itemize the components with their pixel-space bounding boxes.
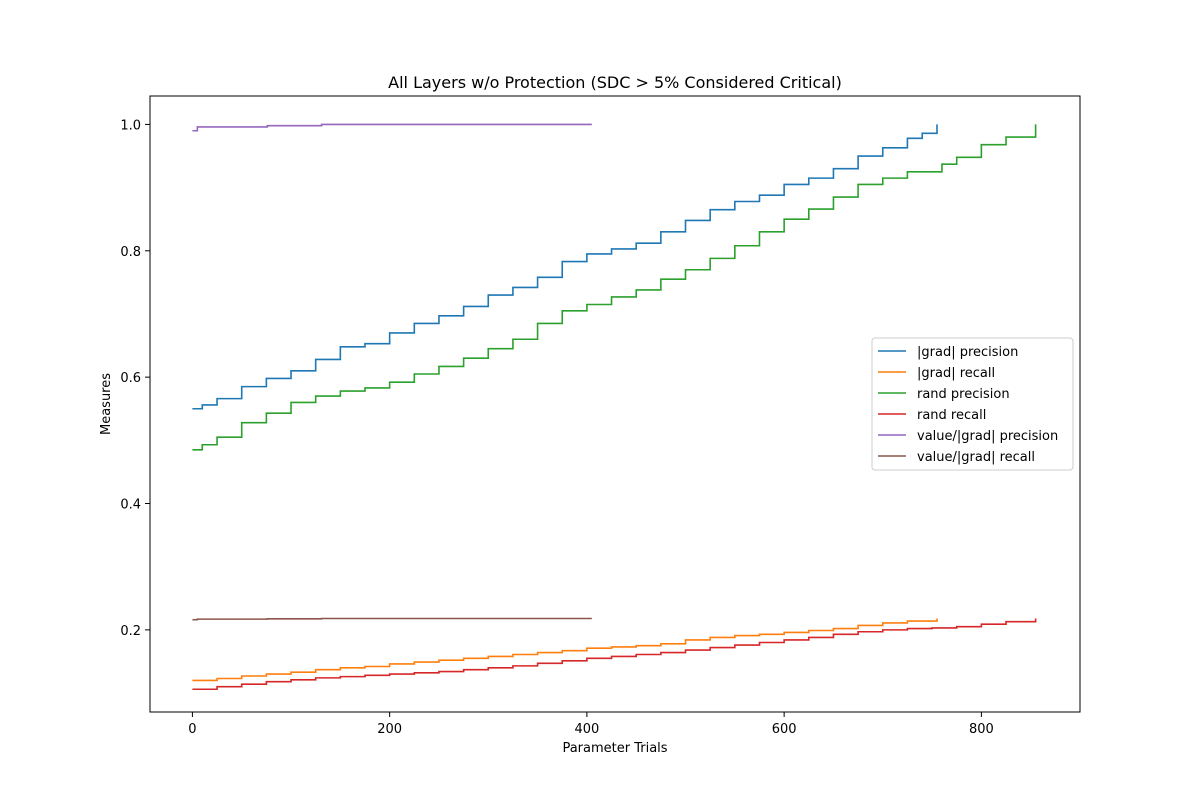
x-tick-label: 800 <box>969 722 994 737</box>
series-line-rand-recall <box>192 618 1037 691</box>
series-line-grad-precision <box>192 124 938 410</box>
series-line-value-grad-recall <box>192 617 592 621</box>
legend-label: value/|grad| precision <box>917 429 1058 444</box>
legend-label: |grad| recall <box>917 366 995 381</box>
legend-label: value/|grad| recall <box>917 450 1035 465</box>
y-tick-label: 0.2 <box>120 624 141 639</box>
legend: |grad| precision |grad| recall rand precis… <box>871 337 1074 471</box>
legend-label: |grad| precision <box>917 345 1018 360</box>
series-line-grad-recall <box>192 618 938 682</box>
y-tick-label: 1.0 <box>120 118 141 133</box>
chart-title: All Layers w/o Protection (SDC > 5% Cons… <box>388 73 842 92</box>
series-layer <box>192 123 1037 691</box>
legend-frame <box>871 337 1074 471</box>
x-tick-label: 200 <box>377 722 402 737</box>
y-tick-label: 0.4 <box>120 498 141 513</box>
legend-label: rand recall <box>917 408 986 423</box>
legend-label: rand precision <box>917 387 1010 402</box>
x-tick-label: 400 <box>574 722 599 737</box>
y-tick-label: 0.8 <box>120 245 141 260</box>
x-tick-label: 0 <box>188 722 196 737</box>
series-line-rand-precision <box>192 124 1037 451</box>
x-tick-label: 600 <box>772 722 797 737</box>
series-line-value-grad-precision <box>192 123 592 132</box>
x-axis-label: Parameter Trials <box>562 741 667 756</box>
x-axis: 0 200 400 600 800 <box>188 712 994 737</box>
y-axis-label: Measures <box>99 373 114 435</box>
y-axis: 0.2 0.4 0.6 0.8 1.0 <box>120 118 150 639</box>
y-tick-label: 0.6 <box>120 371 141 386</box>
